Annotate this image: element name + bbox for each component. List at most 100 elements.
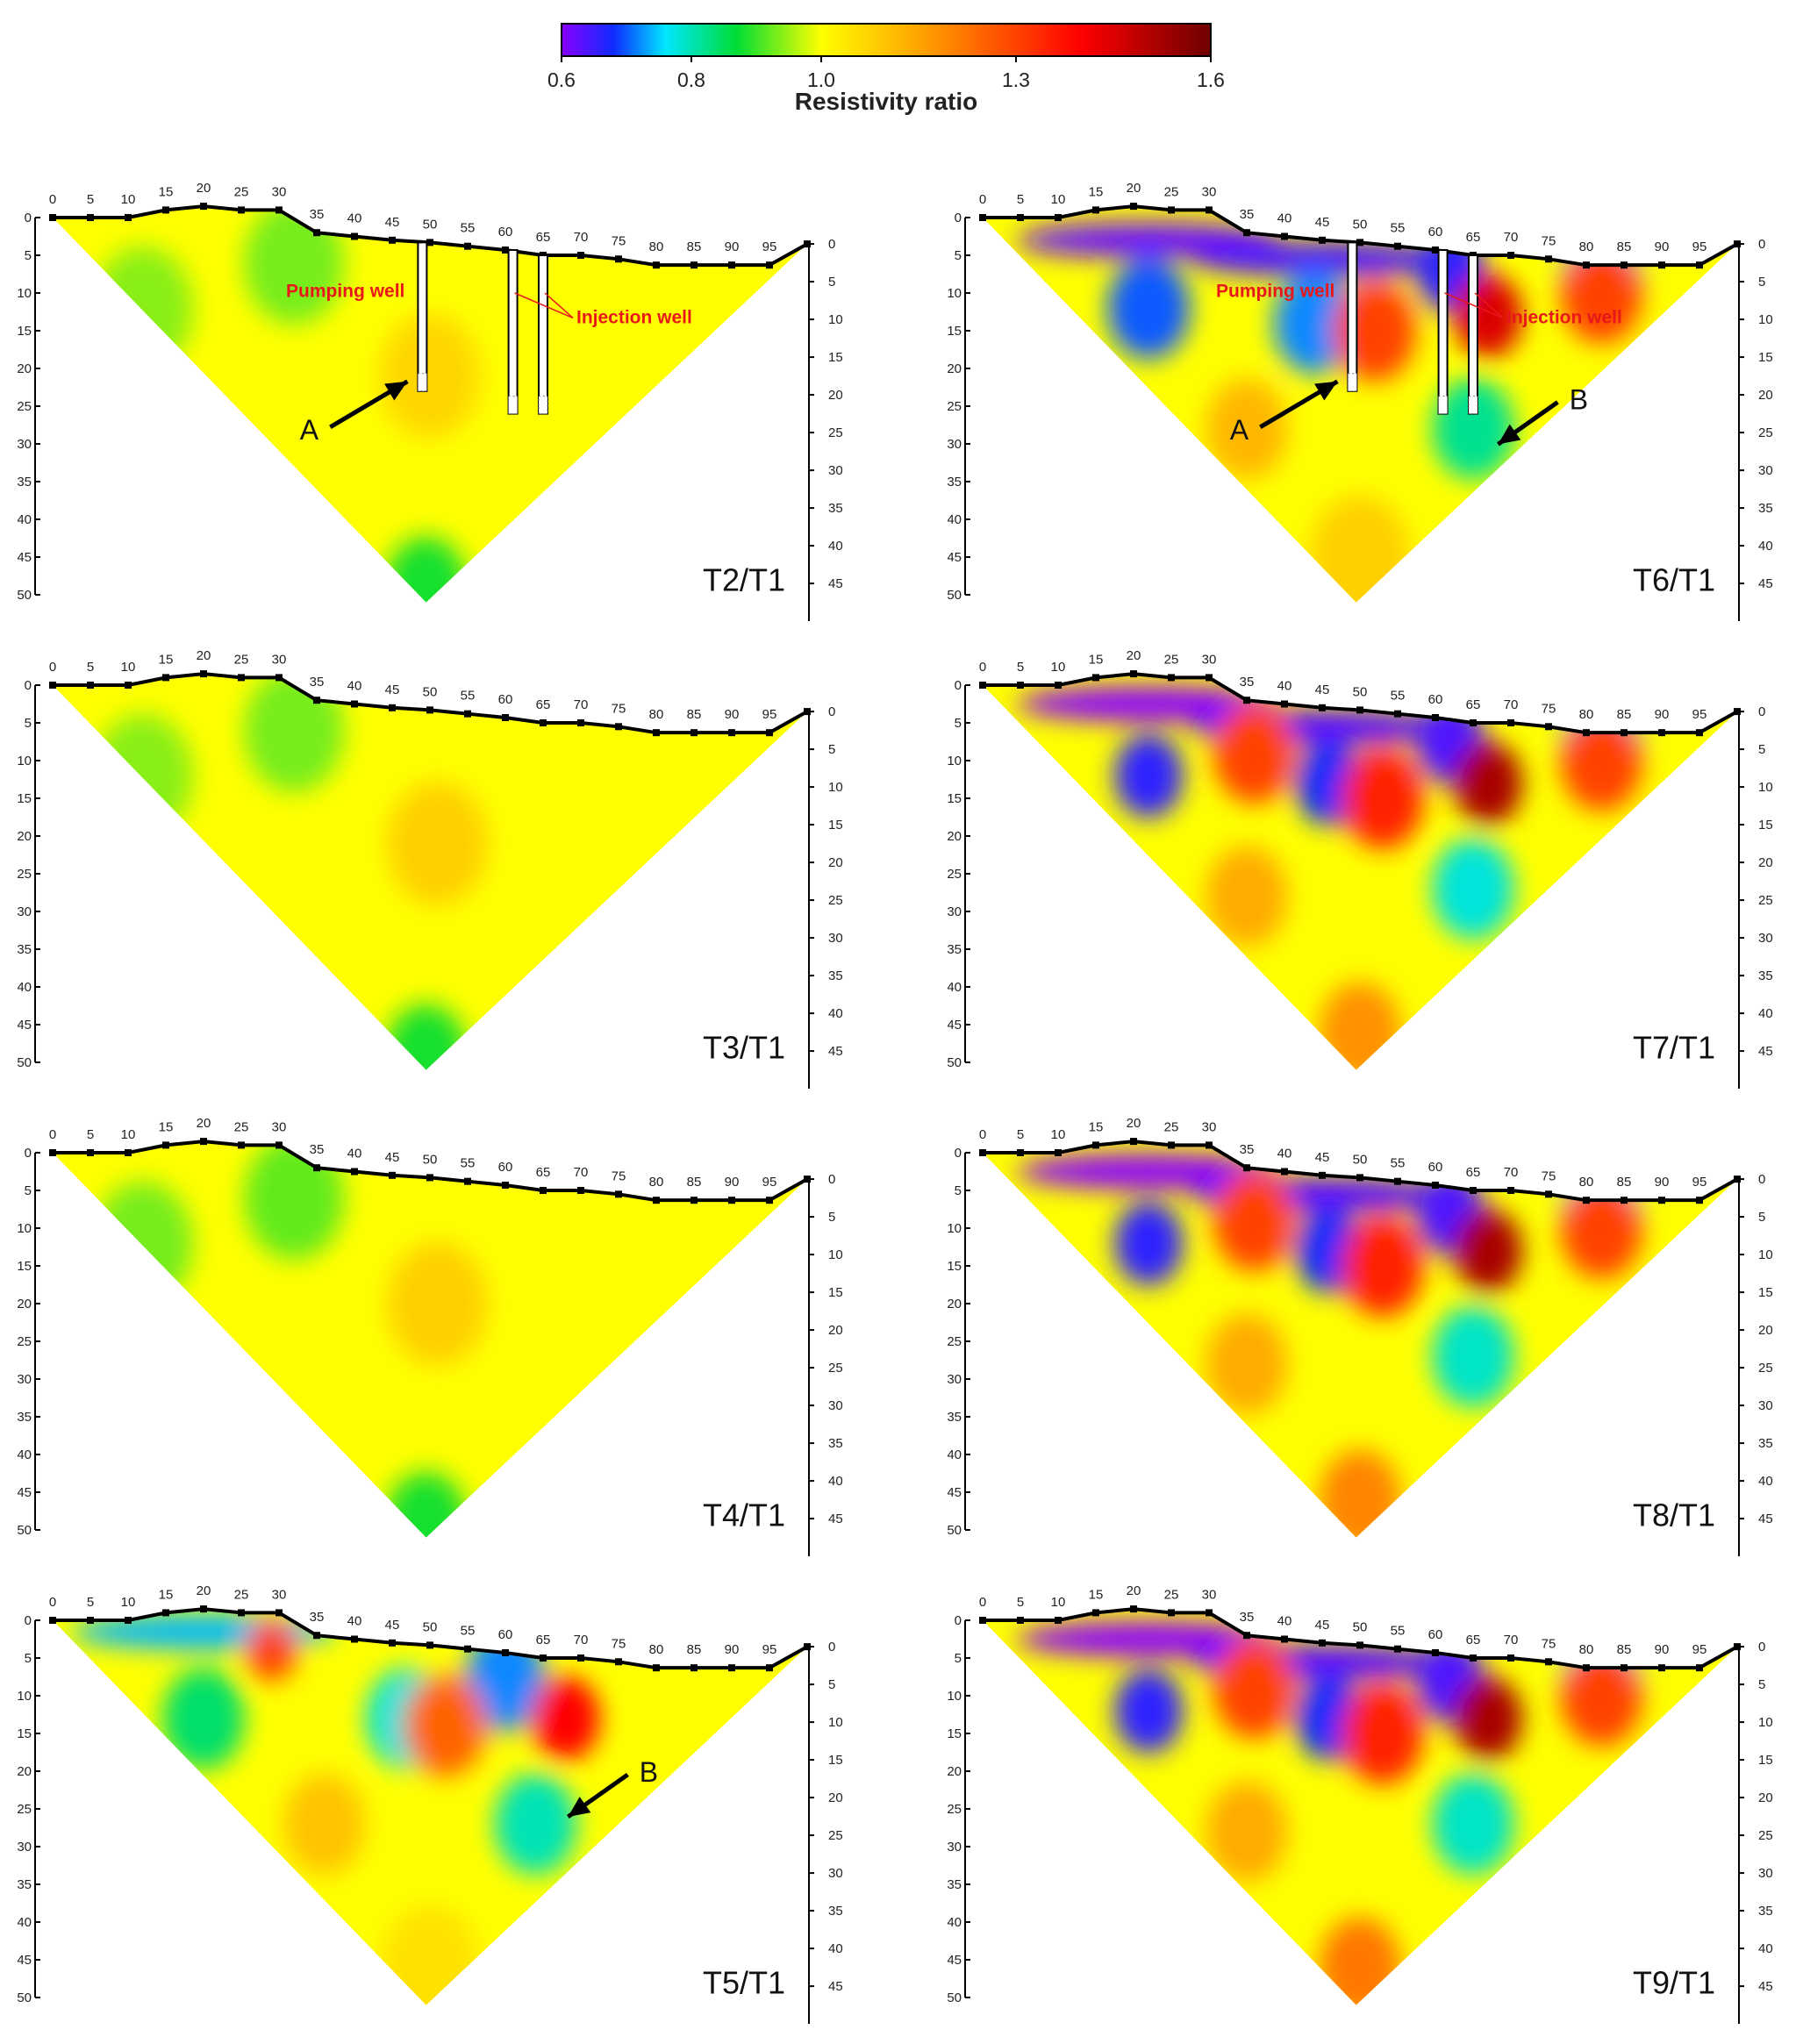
- x-tick-label: 80: [649, 1642, 664, 1657]
- electrode-marker: [464, 1645, 471, 1653]
- right-depth-tick-label: 40: [828, 1006, 843, 1021]
- x-tick-label: 80: [1579, 1175, 1594, 1190]
- electrode-marker: [1394, 242, 1401, 250]
- well-casing: [1437, 248, 1449, 415]
- section-fill: [53, 1609, 807, 2005]
- marker-label: A: [300, 414, 319, 446]
- x-tick-label: 10: [1051, 192, 1066, 207]
- left-depth-tick-label: 10: [18, 754, 32, 768]
- x-tick-label: 20: [197, 648, 211, 663]
- well-pointer-line: [514, 292, 574, 319]
- electrode-marker: [426, 1641, 433, 1649]
- anomaly: [1273, 272, 1356, 374]
- left-depth-tick-label: 40: [948, 980, 962, 995]
- anomaly: [1454, 1676, 1523, 1761]
- electrode-marker: [577, 1654, 584, 1662]
- section-fill: [983, 674, 1737, 1070]
- right-depth-tick-label: 35: [828, 968, 843, 983]
- x-tick-label: 0: [979, 1127, 986, 1142]
- colorbar-tick-label: 1.6: [1197, 68, 1225, 91]
- x-tick-label: 95: [1692, 707, 1707, 722]
- left-depth-tick-label: 20: [18, 1297, 32, 1311]
- x-tick-label: 0: [979, 660, 986, 675]
- x-tick-label: 35: [1240, 1142, 1255, 1157]
- x-tick-label: 65: [1466, 1165, 1481, 1180]
- electrode-marker: [1658, 1664, 1665, 1672]
- anomaly: [1334, 280, 1416, 382]
- electrode-marker: [1356, 706, 1363, 714]
- electrode-marker: [1394, 710, 1401, 718]
- electrode-marker: [690, 729, 698, 737]
- marker-arrow-head: [384, 381, 408, 401]
- x-tick-label: 5: [1017, 1595, 1024, 1610]
- right-depth-tick-label: 0: [1758, 237, 1765, 252]
- x-tick-label: 95: [1692, 1642, 1707, 1657]
- x-tick-label: 15: [1089, 184, 1104, 199]
- x-tick-label: 90: [725, 1175, 740, 1190]
- left-depth-tick-label: 30: [18, 1372, 32, 1387]
- right-depth-tick-label: 20: [828, 855, 843, 870]
- x-tick-label: 15: [159, 1587, 174, 1602]
- left-depth-tick-label: 0: [955, 1613, 962, 1628]
- left-depth-tick-label: 45: [948, 1485, 962, 1500]
- electrode-marker: [1470, 1654, 1477, 1662]
- right-depth-tick-label: 45: [1758, 576, 1773, 591]
- x-tick-label: 75: [612, 1636, 626, 1651]
- electrode-marker: [1621, 1197, 1628, 1204]
- electrode-marker: [1545, 255, 1552, 263]
- marker-label: A: [1230, 414, 1249, 446]
- left-depth-tick-label: 25: [18, 867, 32, 882]
- electrode-marker: [351, 232, 358, 240]
- x-tick-label: 60: [1428, 225, 1443, 239]
- electrode-marker: [502, 1181, 509, 1189]
- left-depth-tick-label: 20: [18, 1764, 32, 1779]
- electrode-marker: [238, 674, 245, 682]
- right-depth-tick-label: 15: [1758, 1753, 1773, 1768]
- electrode-marker: [87, 682, 94, 689]
- x-tick-label: 10: [1051, 660, 1066, 675]
- x-tick-label: 40: [1277, 1147, 1292, 1161]
- marker-label: B: [640, 1756, 658, 1788]
- electrode-marker: [804, 708, 811, 716]
- x-tick-label: 40: [347, 1147, 362, 1161]
- left-depth-tick-label: 30: [18, 904, 32, 919]
- right-depth-tick-label: 30: [828, 931, 843, 946]
- anomaly: [1206, 378, 1288, 480]
- right-depth-tick-label: 30: [1758, 463, 1773, 478]
- right-depth-tick-label: 5: [828, 1677, 835, 1692]
- right-depth-tick-label: 40: [1758, 539, 1773, 554]
- x-tick-label: 70: [1504, 1165, 1519, 1180]
- electrode-marker: [1545, 1658, 1552, 1666]
- anomaly: [1432, 838, 1514, 940]
- right-depth-tick-label: 35: [1758, 501, 1773, 516]
- right-depth-tick-label: 20: [828, 388, 843, 403]
- x-tick-label: 65: [1466, 230, 1481, 245]
- electrode-marker: [804, 1176, 811, 1183]
- right-depth-tick-label: 5: [1758, 1677, 1765, 1692]
- x-tick-label: 55: [1391, 689, 1406, 704]
- x-tick-label: 40: [347, 679, 362, 694]
- electrode-marker: [1734, 1176, 1741, 1183]
- x-tick-label: 30: [272, 1119, 287, 1134]
- left-depth-tick-label: 0: [25, 211, 32, 225]
- right-depth-tick-label: 10: [1758, 1247, 1773, 1262]
- right-depth-tick-label: 15: [1758, 350, 1773, 365]
- section-fill: [983, 1609, 1737, 2005]
- electrode-marker: [1206, 674, 1213, 682]
- x-tick-label: 65: [536, 1633, 551, 1647]
- x-tick-label: 30: [1202, 184, 1217, 199]
- x-tick-label: 25: [1164, 652, 1179, 667]
- right-depth-tick-label: 5: [828, 1210, 835, 1225]
- left-depth-tick-label: 35: [18, 475, 32, 490]
- electrode-marker: [1696, 1664, 1703, 1672]
- well-screen: [417, 373, 427, 392]
- x-tick-label: 65: [536, 697, 551, 712]
- electrode-marker: [1658, 729, 1665, 737]
- left-depth-tick-label: 10: [948, 286, 962, 301]
- left-depth-tick-label: 10: [948, 1689, 962, 1704]
- x-tick-label: 45: [1315, 215, 1330, 230]
- x-tick-label: 70: [574, 1165, 589, 1180]
- right-depth-tick-label: 25: [1758, 425, 1773, 440]
- x-tick-label: 75: [1542, 233, 1556, 248]
